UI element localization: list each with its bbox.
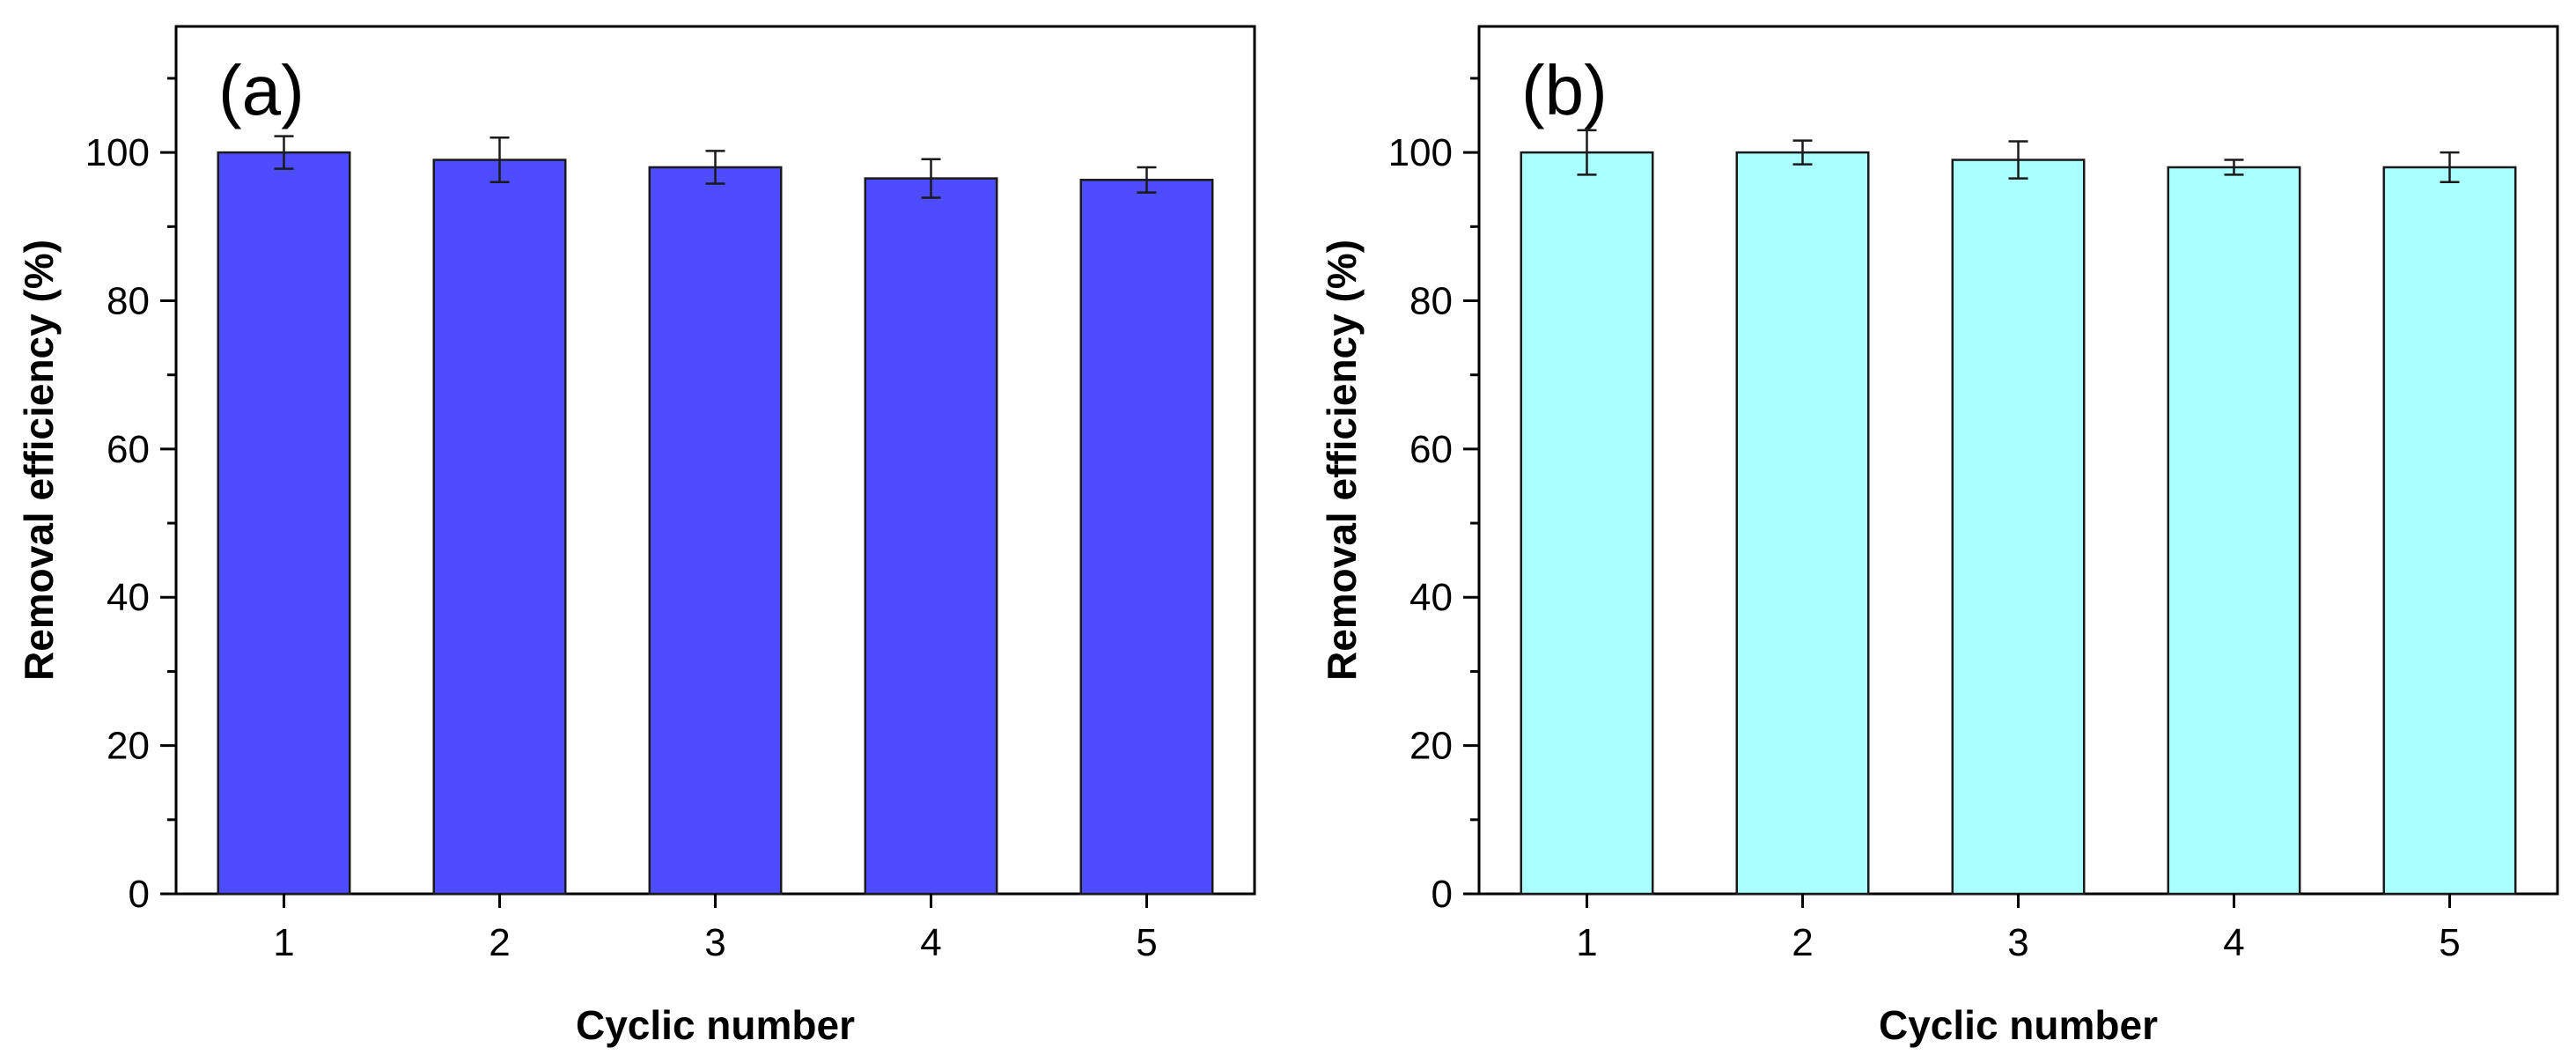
error-bar-a-1 [274, 135, 294, 170]
x-tick-label-b-2: 2 [1792, 921, 1813, 964]
y-axis-title-b: Removal efficiency (%) [1319, 240, 1365, 681]
error-bars-a [274, 135, 1157, 199]
x-tick-label-a-2: 2 [489, 921, 510, 964]
x-ticks-b: 1 2 3 4 5 [1576, 894, 2461, 964]
error-bar-b-1 [1577, 129, 1597, 176]
x-tick-label-a-3: 3 [704, 921, 725, 964]
error-bar-b-4 [2224, 159, 2244, 176]
bar-b-3 [1951, 159, 2086, 896]
x-ticks-a: 1 2 3 4 5 [273, 894, 1158, 964]
y-axis-title-a: Removal efficiency (%) [16, 240, 62, 681]
x-tick-label-a-4: 4 [920, 921, 941, 964]
y-tick-label-b: 100 [1388, 131, 1453, 174]
y-tick-label-a: 20 [107, 725, 150, 768]
error-bar-a-4 [921, 158, 941, 199]
y-tick-label-b: 80 [1409, 279, 1453, 322]
x-axis-title-b: Cyclic number [1879, 1002, 2158, 1048]
error-bar-b-2 [1792, 139, 1813, 166]
y-ticks-a: 0 20 40 60 80 100 [85, 77, 176, 916]
x-axis-title-a: Cyclic number [576, 1002, 855, 1048]
bar-a-5 [1079, 179, 1214, 896]
error-bar-b-3 [2008, 140, 2028, 180]
bar-b-4 [2167, 166, 2301, 896]
panel-a: 0 20 40 60 80 100 1 2 3 4 5 (a) Cyclic number Rem… [16, 25, 1256, 1048]
error-bars-b [1577, 129, 2460, 184]
y-tick-label-b: 20 [1409, 725, 1453, 768]
y-tick-label-a: 80 [107, 279, 150, 322]
bars-a [217, 151, 1214, 896]
bars-b [1520, 151, 2517, 896]
y-tick-label-b: 60 [1409, 428, 1453, 471]
x-tick-label-a-1: 1 [273, 921, 294, 964]
x-tick-label-b-5: 5 [2439, 921, 2460, 964]
error-bar-a-3 [705, 150, 725, 185]
bar-a-2 [432, 159, 567, 896]
y-ticks-b: 0 20 40 60 80 100 [1388, 77, 1479, 916]
x-tick-label-a-5: 5 [1136, 921, 1157, 964]
x-tick-label-b-4: 4 [2223, 921, 2244, 964]
bar-b-5 [2382, 166, 2517, 896]
y-tick-label-a: 40 [107, 576, 150, 619]
panel-label-a: (a) [218, 51, 305, 129]
bar-a-3 [648, 166, 783, 896]
y-tick-label-a: 100 [85, 131, 150, 174]
panel-label-b: (b) [1521, 51, 1608, 129]
bar-b-1 [1520, 151, 1654, 896]
bar-b-2 [1735, 151, 1870, 896]
panel-b: 0 20 40 60 80 100 1 2 3 4 5 (b) Cyclic number Rem… [1319, 25, 2559, 1048]
y-tick-label-a: 60 [107, 428, 150, 471]
error-bar-a-2 [489, 136, 510, 184]
y-tick-label-b: 40 [1409, 576, 1453, 619]
error-bar-b-5 [2440, 151, 2460, 184]
x-tick-label-b-3: 3 [2007, 921, 2028, 964]
error-bar-a-5 [1137, 166, 1157, 194]
bar-a-1 [217, 151, 351, 896]
x-tick-label-b-1: 1 [1576, 921, 1597, 964]
y-tick-label-b: 0 [1432, 873, 1453, 916]
bar-a-4 [864, 177, 998, 896]
y-tick-label-a: 0 [129, 873, 150, 916]
